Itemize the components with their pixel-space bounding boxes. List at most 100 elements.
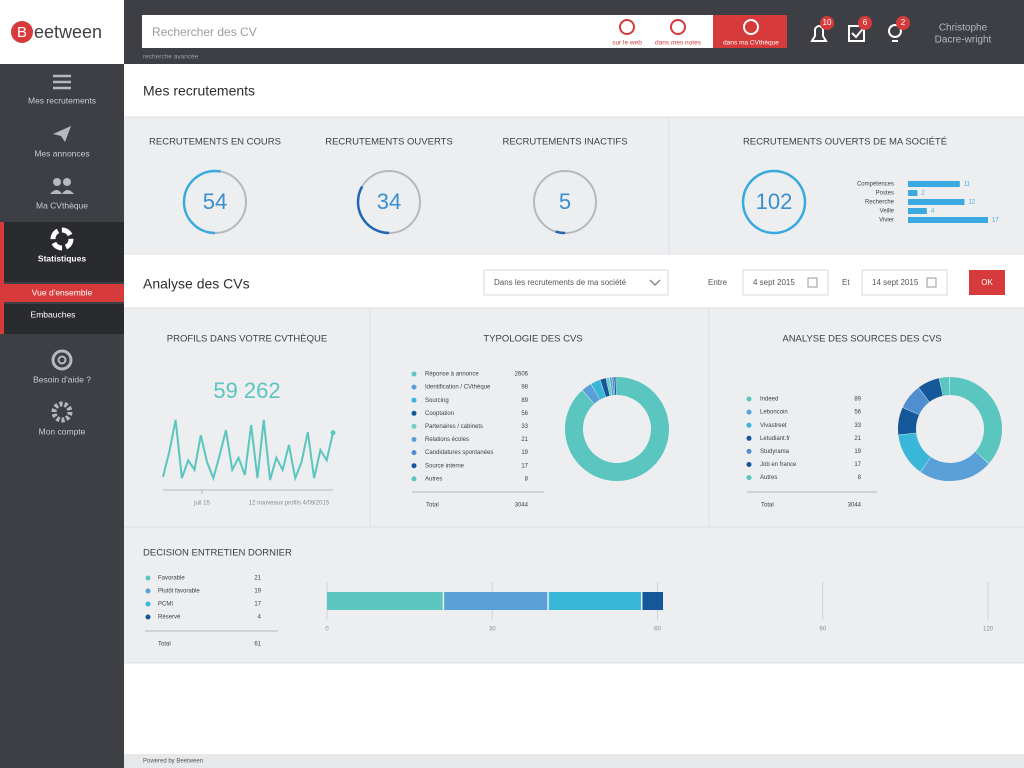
legend-dot: [746, 396, 752, 402]
kpi-value: 34: [377, 189, 401, 214]
legend-label: Réponse à annonce: [425, 372, 479, 378]
legend-label: Autres: [425, 476, 442, 482]
legend-dot: [746, 462, 752, 467]
from-date: 4 sept 2015: [753, 278, 795, 287]
legend-value: 21: [854, 436, 861, 442]
x-tick-label: 120: [983, 627, 994, 633]
x-tick-label: 0: [325, 627, 329, 633]
filter-value: Dans les recrutements de ma société: [494, 278, 627, 287]
kpi-label: RECRUTEMENTS INACTIFS: [502, 137, 627, 148]
nav-subitem[interactable]: Vue d'ensemble: [32, 287, 93, 297]
advanced-search[interactable]: recherche avancée: [143, 54, 199, 61]
bulb-icon[interactable]: [888, 24, 902, 38]
badge-count: 10: [823, 18, 832, 27]
donut-segment: [939, 377, 951, 396]
legend-label: Identification / CVthèque: [425, 385, 491, 391]
legend-label: Studyrama: [760, 449, 790, 455]
total-value: 61: [254, 642, 261, 648]
notes-icon: [670, 19, 686, 35]
bar-label: Vivier: [879, 218, 894, 224]
legend-value: 98: [521, 385, 528, 391]
user-name[interactable]: Christophe: [939, 23, 988, 34]
legend-dot: [411, 384, 417, 390]
ring-progress: [741, 169, 807, 235]
bell-icon[interactable]: [810, 25, 828, 42]
legend-value: 19: [254, 589, 261, 595]
legend-value: 56: [521, 411, 528, 417]
legend-label: Réservé: [158, 615, 181, 621]
search-option[interactable]: dans ma CVthèque: [723, 40, 779, 47]
donut-segment: [898, 407, 920, 435]
total-label: Total: [761, 503, 774, 509]
donut-segment: [591, 379, 607, 400]
bar-value: 4: [931, 209, 935, 215]
tasks-icon[interactable]: [848, 25, 865, 42]
legend-label: Autres: [760, 475, 777, 481]
to-date: 14 sept 2015: [872, 278, 919, 287]
x-tick-label: 90: [819, 627, 826, 633]
kpi-label: RECRUTEMENTS EN COURS: [149, 137, 281, 148]
sidebar-bg: [0, 64, 124, 768]
legend-value: 33: [521, 424, 528, 430]
legend-dot: [145, 575, 151, 581]
nav-subitem[interactable]: Embauches: [31, 309, 76, 319]
legend-dot: [411, 463, 417, 469]
people-icon: [53, 178, 61, 186]
legend-dot: [411, 371, 417, 377]
search-input[interactable]: [142, 15, 713, 48]
nav-item[interactable]: Besoin d'aide ?: [33, 374, 91, 384]
legend-dot: [746, 435, 752, 441]
ok-button[interactable]: [969, 270, 1005, 295]
legend-dot: [411, 397, 417, 403]
stats-icon: [50, 227, 74, 251]
logo-text: eetween: [34, 22, 102, 42]
ok-label: OK: [981, 278, 993, 287]
chart-note: 12 nouveaux profils 4/09/2015: [249, 501, 330, 507]
panel-title: DECISION ENTRETIEN DORNIER: [143, 548, 292, 559]
legend-label: Vivastreet: [760, 423, 787, 429]
nav-item[interactable]: Ma CVthèque: [36, 200, 88, 210]
active-bar: [0, 222, 4, 334]
footer-bg: [124, 754, 1024, 768]
panel-title: PROFILS DANS VOTRE CVTHÈQUE: [167, 334, 327, 345]
web-icon: [619, 19, 635, 35]
nav-item[interactable]: Mes recrutements: [28, 95, 96, 105]
search-option[interactable]: sur le web: [612, 40, 642, 47]
legend-label: Plutôt favorable: [158, 589, 200, 595]
end-dot: [330, 430, 336, 436]
nav-item[interactable]: Mon compte: [39, 426, 86, 436]
legend-dot: [145, 588, 151, 594]
chevron: [649, 279, 661, 287]
legend-value: 2606: [515, 372, 529, 378]
help-icon: [57, 355, 67, 365]
legend-value: 89: [521, 398, 528, 404]
people-icon: [63, 178, 71, 186]
nav-item[interactable]: Mes annonces: [34, 148, 89, 158]
search-placeholder: Rechercher des CV: [152, 25, 257, 39]
panel-title: ANALYSE DES SOURCES DES CVS: [782, 334, 941, 345]
to-date-input[interactable]: [861, 269, 948, 296]
bar-label: Postes: [876, 191, 894, 197]
from-date-input[interactable]: [742, 269, 829, 296]
line: [162, 419, 334, 482]
nav-item[interactable]: Statistiques: [38, 253, 86, 263]
badge: [896, 16, 910, 30]
bar: [908, 199, 965, 205]
legend-dot: [411, 437, 417, 442]
legend-label: Relations écoles: [425, 437, 469, 443]
donut-segment: [918, 378, 944, 403]
total-label: Total: [426, 503, 439, 509]
legend-value: 8: [858, 475, 862, 481]
legend-label: Cooptation: [425, 411, 454, 417]
bar-value: 12: [968, 200, 975, 206]
user-name[interactable]: Dacre-wright: [935, 35, 992, 46]
legend-value: 17: [854, 462, 861, 468]
legend-value: 17: [521, 463, 528, 469]
search-option[interactable]: dans mes notes: [655, 40, 702, 47]
legend-dot: [746, 409, 752, 415]
legend-dot: [411, 450, 417, 456]
bar-value: 2: [921, 191, 925, 197]
settings-icon: [51, 401, 73, 423]
filter-select[interactable]: [483, 269, 669, 296]
